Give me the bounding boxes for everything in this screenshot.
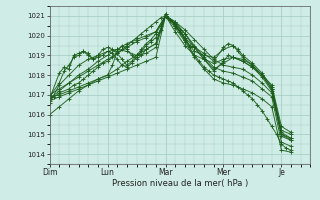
X-axis label: Pression niveau de la mer( hPa ): Pression niveau de la mer( hPa )	[112, 179, 248, 188]
